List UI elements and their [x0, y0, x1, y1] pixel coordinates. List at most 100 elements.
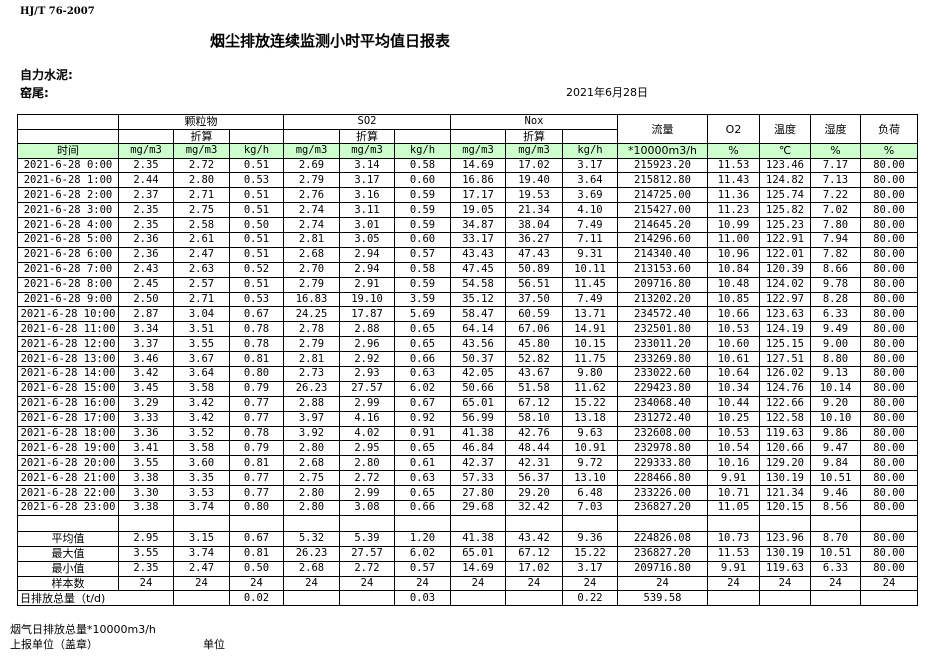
data-cell: 9.84	[810, 455, 861, 472]
table-row: 2021-6-28 20:00 3.55 3.60 0.81 2.68 2.80 0.61 4…	[17, 455, 918, 472]
group-nox: Nox	[450, 114, 618, 130]
data-cell: 2.35	[118, 157, 174, 174]
data-cell: 9.86	[810, 425, 861, 442]
data-cell: 3.64	[173, 365, 230, 382]
data-cell: 10.51	[810, 470, 861, 487]
data-cell: 123.96	[759, 530, 811, 547]
data-cell: 4.10	[562, 202, 618, 219]
data-cell: 7.03	[562, 499, 618, 516]
data-cell: 2.43	[118, 261, 174, 278]
data-cell: 209716.80	[617, 276, 708, 293]
data-cell: 10.16	[707, 455, 760, 472]
data-cell: 50.37	[450, 351, 506, 367]
data-cell: 3.58	[173, 380, 230, 397]
data-cell: 65.01	[450, 545, 506, 562]
blank-cell	[562, 128, 618, 144]
data-cell: 121.34	[759, 485, 811, 501]
table-row: 2021-6-28 6:00 2.36 2.47 0.51 2.68 2.94 0.57 43…	[17, 246, 918, 263]
data-cell: 7.80	[810, 217, 861, 233]
data-cell: 3.42	[173, 395, 230, 412]
data-cell: 9.47	[810, 440, 861, 457]
data-cell: 2.70	[283, 261, 340, 278]
data-cell: 11.23	[707, 202, 760, 219]
data-cell: 80.00	[860, 351, 918, 367]
data-cell: 42.31	[505, 455, 563, 472]
data-cell: 24	[283, 575, 340, 592]
data-cell: 14.69	[450, 560, 506, 577]
data-cell: 10.84	[707, 261, 760, 278]
data-cell: 3.58	[173, 440, 230, 457]
row-label: 2021-6-28 23:00	[17, 499, 119, 516]
data-cell: 0.79	[229, 380, 284, 397]
blank-cell	[450, 128, 506, 144]
data-cell: 3.46	[118, 351, 174, 367]
data-cell: 9.49	[810, 321, 861, 338]
data-cell: 10.34	[707, 380, 760, 397]
data-cell: 236827.20	[617, 499, 708, 516]
daily-total-label: 日排放总量（t/d)	[17, 590, 174, 607]
data-cell: 0.51	[229, 202, 284, 219]
data-cell: 41.38	[450, 530, 506, 547]
data-cell: 3.41	[118, 440, 174, 457]
data-cell: 38.04	[505, 217, 563, 233]
data-cell: 64.14	[450, 321, 506, 338]
total-cell	[860, 590, 918, 607]
data-cell: 2.36	[118, 231, 174, 248]
reporting-unit-label: 上报单位（盖章）	[10, 638, 98, 651]
data-cell: 2.94	[339, 261, 395, 278]
data-cell: 234572.40	[617, 306, 708, 323]
data-cell: 2.79	[283, 336, 340, 353]
data-cell: 24	[562, 575, 618, 592]
data-cell: 3.69	[562, 187, 618, 204]
data-cell: 0.59	[394, 276, 451, 293]
table-row: 2021-6-28 15:00 3.45 3.58 0.79 26.23 27.57 6.0…	[17, 380, 918, 397]
blank-cell	[617, 514, 708, 532]
unit-cell: *10000m3/h	[617, 143, 708, 159]
table-row: 2021-6-28 8:00 2.45 2.57 0.51 2.79 2.91 0.59 54…	[17, 276, 918, 293]
data-cell: 122.01	[759, 246, 811, 263]
flue-gas-total-label: 烟气日排放总量*10000m3/h	[10, 623, 156, 636]
data-cell: 56.37	[505, 470, 563, 487]
data-cell: 3.59	[394, 291, 451, 308]
data-cell: 10.96	[707, 246, 760, 263]
data-cell: 4.02	[339, 425, 395, 442]
data-cell: 0.61	[394, 455, 451, 472]
data-cell: 233226.00	[617, 485, 708, 501]
standard-code: HJ/T 76-2007	[20, 6, 95, 17]
data-cell: 0.81	[229, 545, 284, 562]
data-cell: 80.00	[860, 336, 918, 353]
data-cell: 7.49	[562, 217, 618, 233]
table-row: 2021-6-28 12:00 3.37 3.55 0.78 2.79 2.96 0.65 4…	[17, 336, 918, 353]
data-cell: 122.66	[759, 395, 811, 412]
unit-label: 单位	[203, 638, 225, 651]
data-cell: 10.64	[707, 365, 760, 382]
data-cell: 0.58	[394, 157, 451, 174]
row-label: 2021-6-28 10:00	[17, 306, 119, 323]
group-particulate: 颗粒物	[118, 114, 284, 130]
data-cell: 80.00	[860, 470, 918, 487]
row-label: 2021-6-28 18:00	[17, 425, 119, 442]
data-cell: 2.74	[283, 202, 340, 219]
row-label: 2021-6-28 5:00	[17, 231, 119, 248]
data-cell: 122.58	[759, 410, 811, 427]
data-cell: 130.19	[759, 470, 811, 487]
data-cell: 7.82	[810, 246, 861, 263]
data-cell: 16.86	[450, 172, 506, 189]
blank-cell	[17, 128, 119, 144]
group-so2: SO2	[283, 114, 451, 130]
data-cell: 0.59	[394, 217, 451, 233]
data-cell: 6.33	[810, 560, 861, 577]
data-cell: 0.53	[229, 291, 284, 308]
report-table: 颗粒物 SO2 Nox 流量 O2 温度 湿度 负荷 折算 折算 折算 时间 m…	[17, 114, 918, 607]
data-cell: 2.81	[283, 231, 340, 248]
data-cell: 0.81	[229, 455, 284, 472]
table-row: 2021-6-28 14:00 3.42 3.64 0.80 2.73 2.93 0.63 4…	[17, 365, 918, 382]
data-cell: 0.77	[229, 470, 284, 487]
data-cell: 0.77	[229, 485, 284, 501]
data-cell: 43.67	[505, 365, 563, 382]
data-cell: 125.82	[759, 202, 811, 219]
data-cell: 80.00	[860, 157, 918, 174]
unit-cell: %	[707, 143, 760, 159]
data-cell: 43.43	[450, 246, 506, 263]
unit-cell: kg/h	[394, 143, 451, 159]
